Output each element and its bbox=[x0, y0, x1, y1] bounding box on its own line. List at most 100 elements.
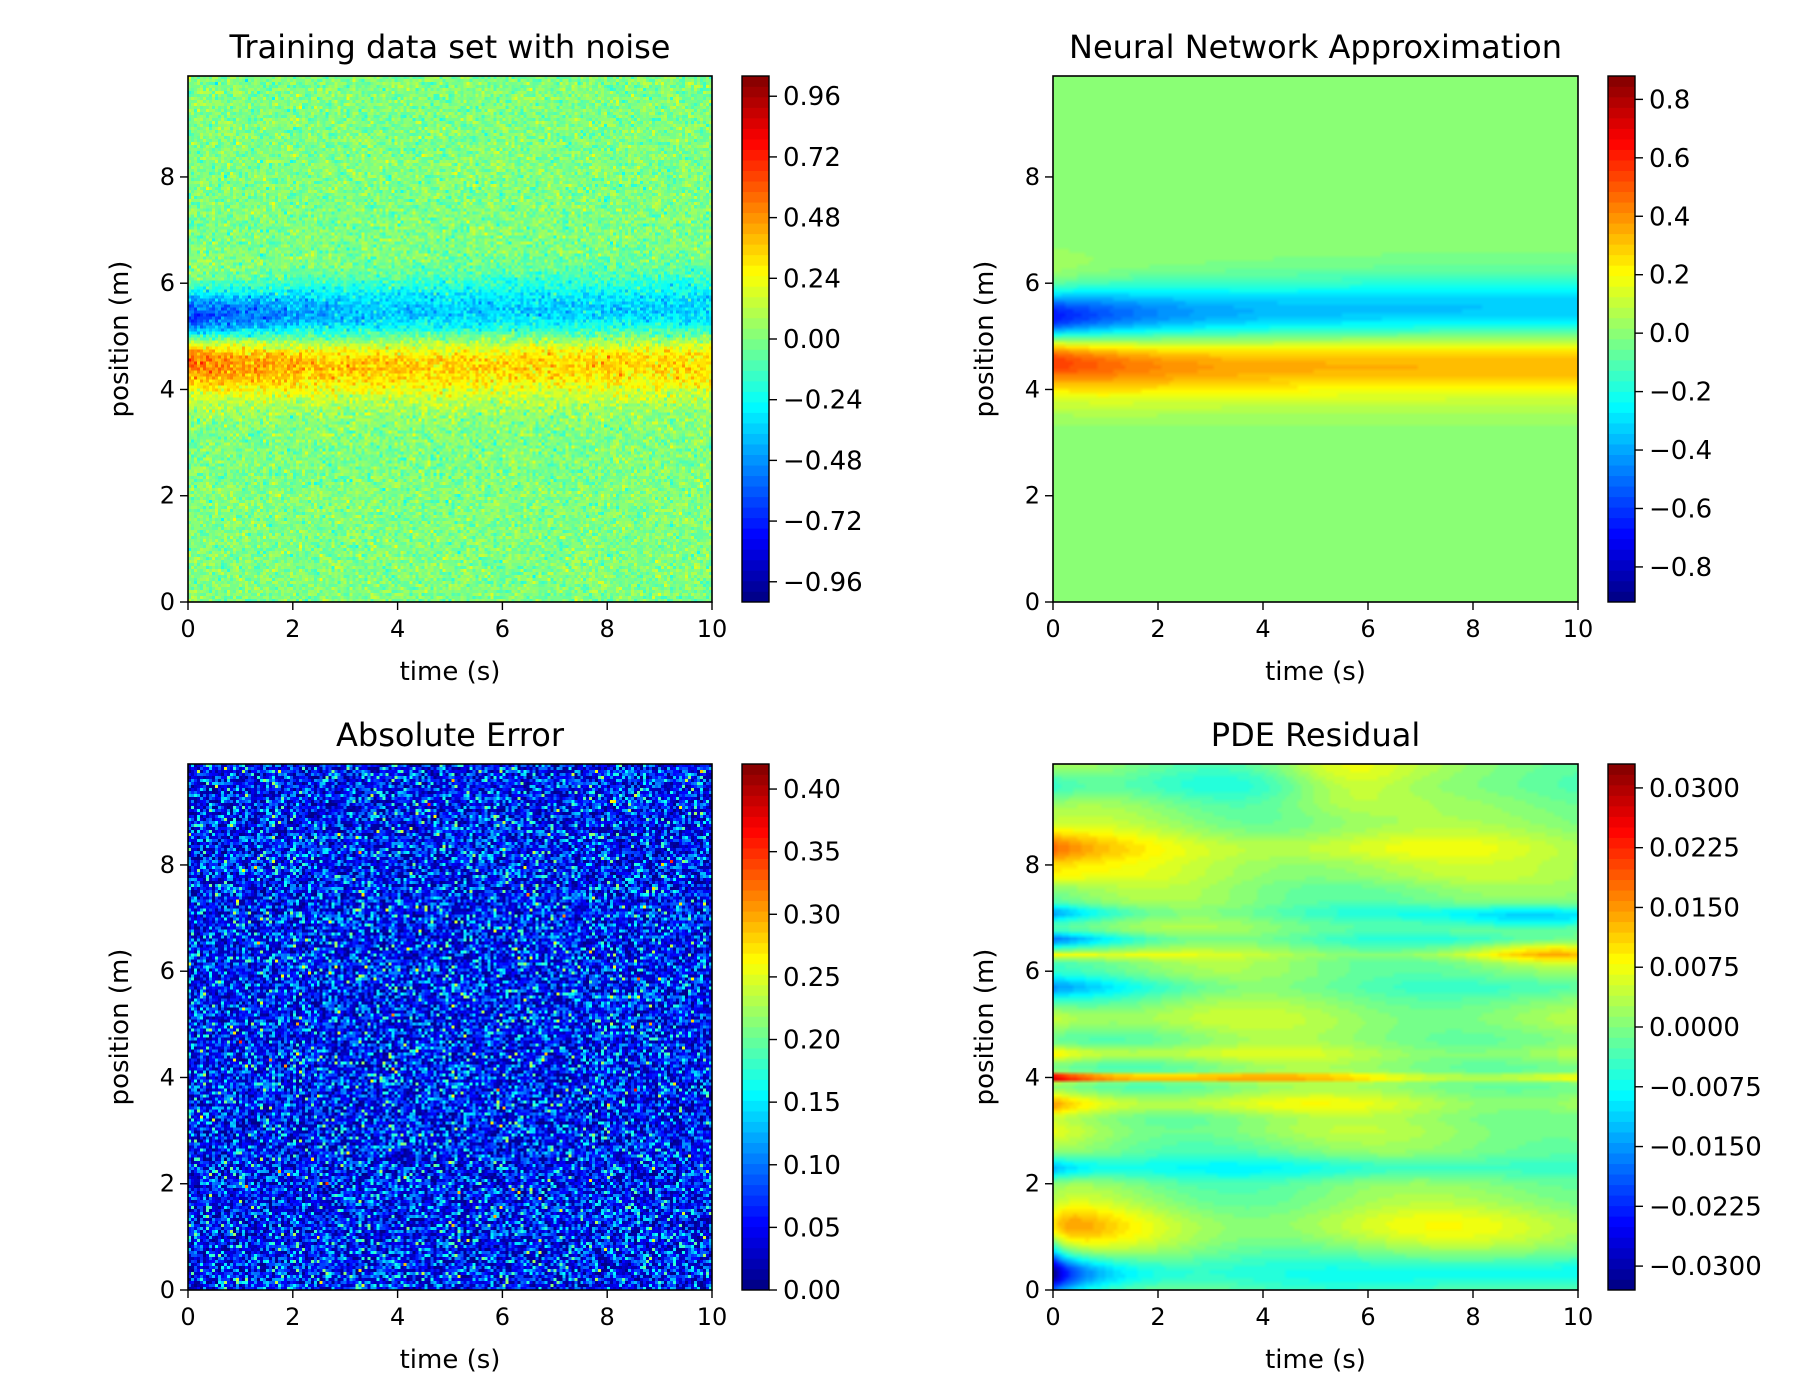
colorbar-segment bbox=[1608, 233, 1635, 245]
x-tick-label: 2 bbox=[1150, 615, 1165, 643]
colorbar-segment bbox=[1608, 1037, 1635, 1049]
panel-pde-residual: 0 2 4 6 8 10 0 2 4 6 8 PDE Residual time (s) position… bbox=[970, 716, 1762, 1375]
colorbar-segment bbox=[1608, 837, 1635, 849]
colorbar-segment bbox=[742, 984, 769, 996]
colorbar-tick-label: 0.0000 bbox=[1649, 1013, 1740, 1043]
colorbar-segment bbox=[1608, 1121, 1635, 1133]
colorbar-segment bbox=[1608, 805, 1635, 817]
colorbar-segment bbox=[1608, 868, 1635, 881]
colorbar-segment bbox=[742, 816, 769, 828]
colorbar-segment bbox=[742, 475, 769, 487]
colorbar-segment bbox=[1608, 170, 1635, 182]
colorbar-segment bbox=[742, 149, 769, 161]
colorbar-segment bbox=[742, 1195, 769, 1207]
x-tick-label: 0 bbox=[180, 1303, 195, 1331]
x-tick-label: 8 bbox=[600, 615, 615, 643]
colorbar-segment bbox=[742, 107, 769, 119]
colorbar-segment bbox=[742, 963, 769, 975]
colorbar-segment bbox=[742, 1247, 769, 1259]
colorbar-segment bbox=[742, 1005, 769, 1017]
x-tick-label: 10 bbox=[1563, 1303, 1594, 1331]
x-axis-label: time (s) bbox=[400, 1345, 501, 1375]
colorbar-segment bbox=[742, 401, 769, 413]
colorbar-segment bbox=[1608, 995, 1635, 1007]
x-tick-label: 2 bbox=[1150, 1303, 1165, 1331]
x-tick-label: 10 bbox=[697, 615, 728, 643]
colorbar-segment bbox=[742, 995, 769, 1007]
colorbar-tick-label: 0.35 bbox=[783, 838, 841, 868]
colorbar-segment bbox=[742, 1163, 769, 1175]
y-tick-label: 4 bbox=[1025, 375, 1040, 403]
colorbar-segment bbox=[742, 422, 769, 434]
colorbar-segment bbox=[1608, 826, 1635, 838]
colorbar-segment bbox=[742, 96, 769, 108]
colorbar-segment bbox=[1608, 858, 1635, 870]
colorbar-frame bbox=[741, 763, 770, 1291]
colorbar-segment bbox=[742, 159, 769, 171]
colorbar-segment bbox=[742, 464, 769, 477]
colorbar-segment bbox=[742, 1258, 769, 1270]
y-tick-label: 6 bbox=[160, 957, 175, 985]
colorbar-segment bbox=[1608, 1195, 1635, 1207]
colorbar-segment bbox=[742, 1205, 769, 1217]
x-tick-label: 0 bbox=[1045, 1303, 1060, 1331]
colorbar-segment bbox=[742, 496, 769, 508]
colorbar-segment bbox=[1608, 559, 1635, 571]
colorbar-segment bbox=[742, 286, 769, 298]
colorbar-segment bbox=[1608, 96, 1635, 108]
colorbar-segment bbox=[1608, 296, 1635, 308]
colorbar-tick-label: −0.0150 bbox=[1649, 1133, 1762, 1163]
panel-nn-approximation: 0 2 4 6 8 10 0 2 4 6 8 Neural Network Approximation… bbox=[970, 28, 1712, 687]
colorbar-segment bbox=[742, 1152, 769, 1165]
colorbar-tick-label: 0.10 bbox=[783, 1151, 841, 1181]
colorbar-tick-label: 0.0 bbox=[1649, 319, 1690, 349]
colorbar-segment bbox=[742, 433, 769, 445]
heatmap-image bbox=[188, 764, 712, 1290]
colorbar-segment bbox=[742, 1100, 769, 1112]
colorbar-segment bbox=[1608, 464, 1635, 477]
y-axis-label: position (m) bbox=[970, 949, 1000, 1106]
colorbar-segment bbox=[742, 75, 769, 87]
colorbar-segment bbox=[742, 1026, 769, 1038]
colorbar-segment bbox=[1608, 401, 1635, 413]
colorbar-segment bbox=[1608, 222, 1635, 235]
colorbar-segment bbox=[1608, 1216, 1635, 1228]
colorbar-tick-label: 0.24 bbox=[783, 264, 841, 294]
colorbar-segment bbox=[1608, 412, 1635, 424]
axes-frame bbox=[1052, 763, 1579, 1291]
colorbar-tick-label: −0.96 bbox=[783, 568, 863, 598]
x-tick-label: 8 bbox=[1465, 1303, 1480, 1331]
colorbar: −0.0300 −0.0225 −0.0150 −0.0075 0.0000 0.0075… bbox=[1607, 763, 1762, 1291]
colorbar-segment bbox=[742, 296, 769, 308]
colorbar-segment bbox=[742, 1216, 769, 1228]
colorbar-segment bbox=[742, 349, 769, 361]
colorbar-segment bbox=[1608, 1058, 1635, 1070]
colorbar-segment bbox=[742, 868, 769, 881]
colorbar-segment bbox=[1608, 180, 1635, 193]
colorbar-tick-label: 0.00 bbox=[783, 1276, 841, 1306]
colorbar-tick-label: 0.40 bbox=[783, 775, 841, 805]
colorbar-segment bbox=[742, 233, 769, 245]
colorbar-segment bbox=[1608, 1142, 1635, 1154]
colorbar-segment bbox=[1608, 1173, 1635, 1186]
colorbar-segment bbox=[1608, 149, 1635, 161]
x-tick-label: 4 bbox=[390, 615, 405, 643]
colorbar-segment bbox=[1608, 254, 1635, 266]
colorbar-tick-label: −0.24 bbox=[783, 386, 863, 416]
colorbar-segment bbox=[1608, 549, 1635, 561]
colorbar-segment bbox=[1608, 580, 1635, 592]
x-tick-label: 2 bbox=[285, 1303, 300, 1331]
colorbar-segment bbox=[1608, 900, 1635, 912]
colorbar-tick-label: 0.20 bbox=[783, 1026, 841, 1056]
colorbar-segment bbox=[742, 507, 769, 519]
colorbar-segment bbox=[742, 1079, 769, 1091]
colorbar-segment bbox=[742, 180, 769, 193]
colorbar-tick-label: −0.0075 bbox=[1649, 1073, 1762, 1103]
y-tick-label: 8 bbox=[1025, 851, 1040, 879]
colorbar-tick-label: −0.72 bbox=[783, 507, 863, 537]
colorbar-segment bbox=[1608, 128, 1635, 140]
colorbar-tick-label: −0.0300 bbox=[1649, 1252, 1762, 1282]
x-tick-label: 8 bbox=[600, 1303, 615, 1331]
colorbar-segment bbox=[1608, 816, 1635, 828]
colorbar-segment bbox=[1608, 496, 1635, 508]
